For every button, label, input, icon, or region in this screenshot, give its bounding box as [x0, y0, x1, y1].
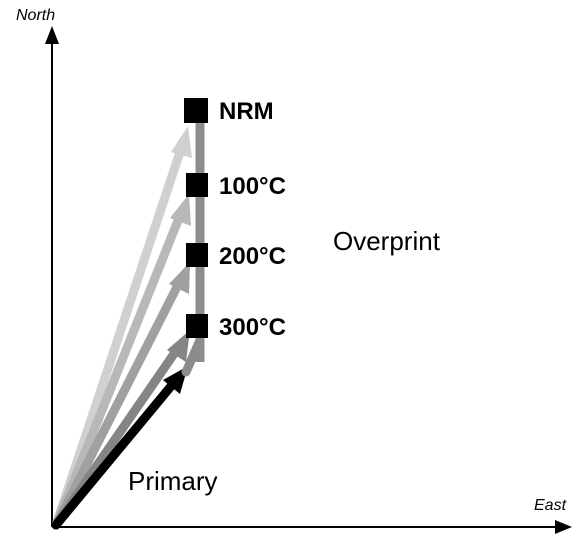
overprint-to-primary-link — [181, 335, 205, 377]
label-100c: 100°C — [219, 173, 286, 200]
marker-200c — [186, 243, 208, 267]
primary-label: Primary — [128, 466, 218, 496]
east-axis-arrowhead — [555, 520, 572, 534]
marker-100c — [186, 173, 208, 197]
step-markers — [184, 98, 208, 338]
east-axis-label: East — [534, 497, 567, 514]
vector-200c — [51, 262, 190, 530]
north-axis-arrowhead — [45, 26, 59, 44]
overprint-label: Overprint — [333, 226, 441, 256]
marker-nrm — [184, 98, 208, 123]
vector-100c — [51, 194, 191, 530]
marker-300c — [186, 314, 208, 338]
vectors — [51, 126, 192, 530]
label-300c: 300°C — [219, 314, 286, 341]
step-labels: NRM 100°C 200°C 300°C — [219, 98, 286, 341]
label-200c: 200°C — [219, 243, 286, 270]
north-axis-label: North — [16, 7, 55, 24]
axes: North East — [16, 7, 572, 534]
label-nrm: NRM — [219, 98, 274, 125]
